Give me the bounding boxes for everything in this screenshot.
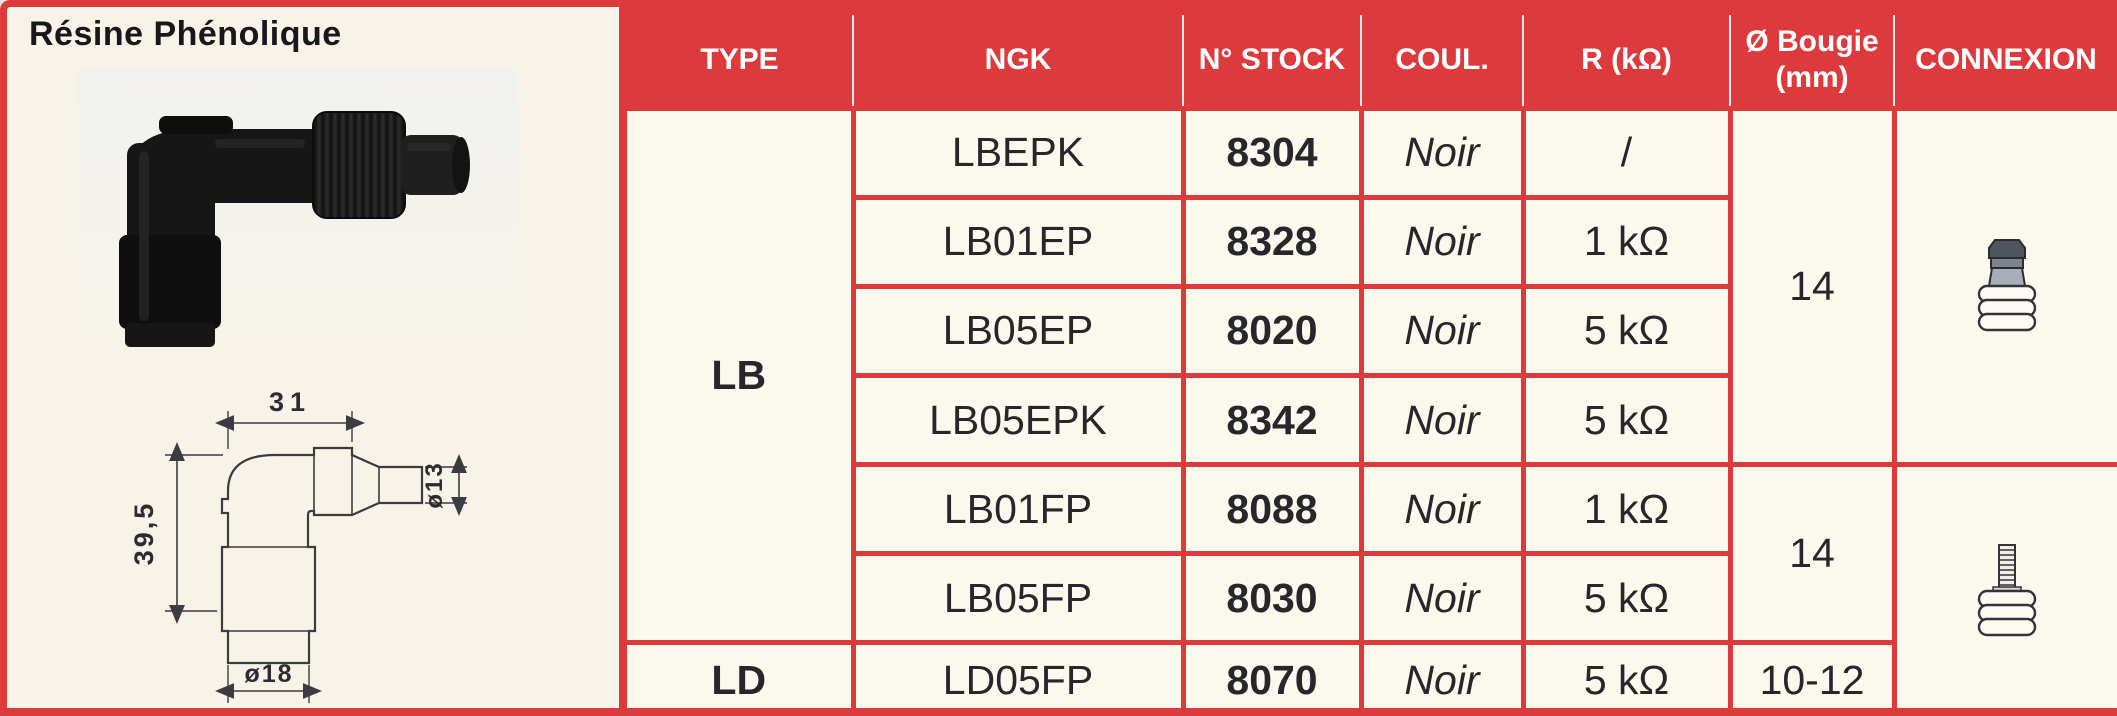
resistance-cell: 5 kΩ xyxy=(1520,372,1733,468)
stock-cell: 8328 xyxy=(1180,194,1364,289)
stock-cell: 8030 xyxy=(1180,551,1364,646)
stock-cell: 8088 xyxy=(1180,462,1364,557)
ngk-cell: LB05EPK xyxy=(850,372,1186,468)
page-title: Résine Phénolique xyxy=(29,15,342,53)
type-cell-lb: LB xyxy=(620,105,856,646)
col-header-stock: N° STOCK xyxy=(1182,11,1361,111)
couleur-cell: Noir xyxy=(1358,194,1526,289)
dim-bottom-label: ø18 xyxy=(244,660,293,688)
couleur-cell: Noir xyxy=(1358,640,1526,708)
spark-plug-cap-technical-drawing: 31 39,5 ø13 ø18 xyxy=(129,387,467,703)
table-row: LB05EP 8020 Noir 5 kΩ xyxy=(623,283,2117,378)
dim-right-label: ø13 xyxy=(421,461,448,508)
bougie-cell: 10-12 xyxy=(1727,640,1897,708)
resistance-cell: 1 kΩ xyxy=(1520,462,1733,557)
table-row: LB05EPK 8342 Noir 5 kΩ xyxy=(623,372,2117,468)
col-header-resistance: R (kΩ) xyxy=(1522,11,1730,111)
connexion-cell xyxy=(1891,105,2117,468)
col-header-ngk: NGK xyxy=(852,11,1183,111)
stock-cell: 8020 xyxy=(1180,283,1364,378)
col-header-type: TYPE xyxy=(623,11,853,111)
stock-cell: 8304 xyxy=(1180,105,1364,200)
left-panel: Résine Phénolique xyxy=(7,7,619,708)
couleur-cell: Noir xyxy=(1358,105,1526,200)
table-row: LD LD05FP 8070 Noir 5 kΩ 10-12 xyxy=(620,640,2117,708)
product-spec-table: TYPE NGK N° STOCK COUL. R (kΩ) Ø Bougie … xyxy=(619,7,2117,708)
stud-terminal-icon xyxy=(1977,544,2036,637)
couleur-cell: Noir xyxy=(1358,462,1526,557)
dim-left-label: 39,5 xyxy=(129,501,159,566)
ngk-cell: LD05FP xyxy=(850,640,1186,708)
ngk-cell: LB05EP xyxy=(850,283,1186,378)
ngk-cell: LB01EP xyxy=(850,194,1186,289)
resistance-cell: 1 kΩ xyxy=(1520,194,1733,289)
ngk-cell: LBEPK xyxy=(850,105,1186,200)
spark-plug-cap-photo xyxy=(119,111,470,347)
couleur-cell: Noir xyxy=(1358,372,1526,468)
connexion-cell xyxy=(1891,462,2117,708)
ngk-cell: LB01FP xyxy=(850,462,1186,557)
table-row: LB01EP 8328 Noir 1 kΩ xyxy=(623,194,2117,289)
bougie-cell: 14 xyxy=(1727,462,1897,646)
col-header-couleur: COUL. xyxy=(1360,11,1523,111)
col-header-connexion: CONNEXION xyxy=(1893,11,2117,111)
dim-top-label: 31 xyxy=(269,387,311,417)
couleur-cell: Noir xyxy=(1358,551,1526,646)
table-row: LB01FP 8088 Noir 1 kΩ 14 xyxy=(623,462,2117,708)
resistance-cell: 5 kΩ xyxy=(1520,551,1733,646)
stock-cell: 8342 xyxy=(1180,372,1364,468)
header-row: TYPE NGK N° STOCK COUL. R (kΩ) Ø Bougie … xyxy=(623,11,2117,111)
table-row: LB05FP 8030 Noir 5 kΩ xyxy=(623,551,2117,646)
stock-cell: 8070 xyxy=(1180,640,1364,708)
bougie-cell: 14 xyxy=(1727,105,1897,468)
resistance-cell: 5 kΩ xyxy=(1520,640,1733,708)
table-row: LB LBEPK 8304 Noir / 14 xyxy=(620,105,2117,646)
nut-terminal-icon xyxy=(1977,239,2036,332)
type-cell-ld: LD xyxy=(620,640,856,708)
ngk-cell: LB05FP xyxy=(850,551,1186,646)
resistance-cell: 5 kΩ xyxy=(1520,283,1733,378)
resistance-cell: / xyxy=(1520,105,1733,200)
col-header-bougie: Ø Bougie (mm) xyxy=(1729,11,1894,111)
couleur-cell: Noir xyxy=(1358,283,1526,378)
